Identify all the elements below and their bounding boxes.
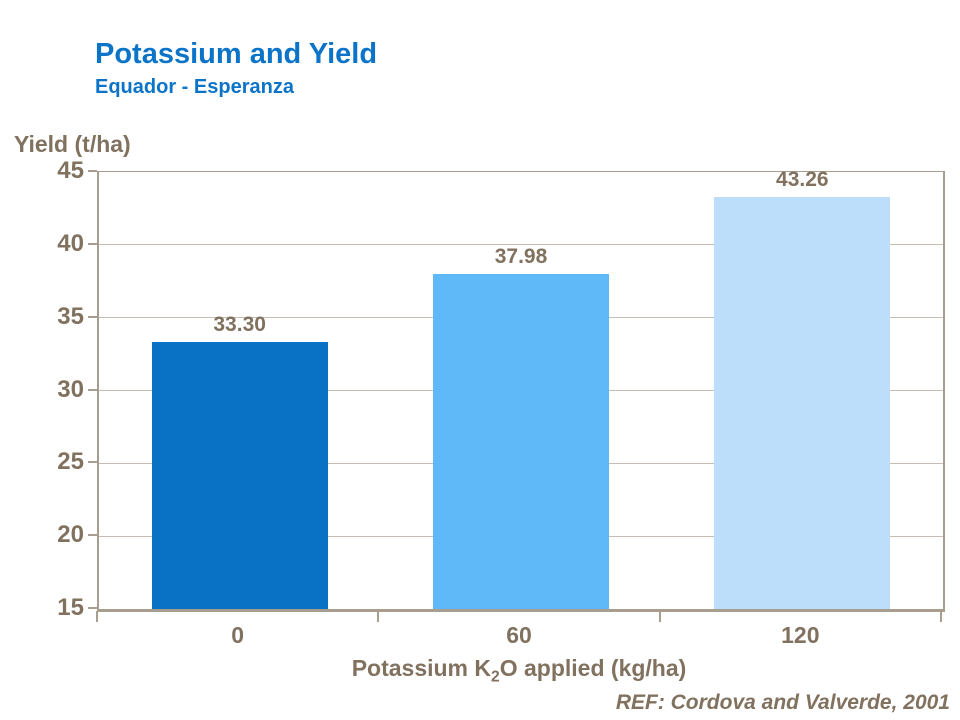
bar-value-label: 33.30 bbox=[213, 313, 266, 337]
x-tick-mark bbox=[96, 611, 98, 622]
x-category-label: 60 bbox=[506, 622, 532, 648]
x-axis-title-text-end: O applied (kg/ha) bbox=[499, 655, 687, 681]
bar-60 bbox=[433, 274, 609, 609]
chart-subtitle: Equador - Esperanza bbox=[95, 76, 294, 98]
x-axis-title-subscript: 2 bbox=[491, 668, 500, 686]
y-tick-mark bbox=[88, 242, 97, 245]
y-tick-label: 35 bbox=[57, 302, 84, 330]
y-tick-label: 25 bbox=[57, 448, 84, 476]
y-tick-label: 40 bbox=[57, 229, 84, 257]
x-category-label: 0 bbox=[231, 622, 245, 648]
y-tick-mark bbox=[88, 388, 97, 391]
reference-text: REF: Cordova and Valverde, 2001 bbox=[615, 691, 950, 714]
y-tick-label: 15 bbox=[57, 594, 84, 621]
y-tick-mark bbox=[88, 534, 97, 537]
bar-value-label: 37.98 bbox=[494, 245, 548, 269]
x-tick-mark bbox=[658, 611, 661, 622]
bar-0 bbox=[151, 342, 328, 609]
gridline bbox=[99, 244, 943, 246]
chart-title: Potassium and Yield bbox=[95, 38, 378, 70]
x-category-label: 120 bbox=[781, 622, 820, 648]
y-tick-label: 30 bbox=[57, 375, 84, 403]
y-tick-mark bbox=[88, 607, 97, 609]
x-tick-mark bbox=[377, 611, 380, 622]
y-tick-label: 20 bbox=[57, 521, 84, 549]
y-tick-label: 45 bbox=[57, 157, 84, 184]
bar-value-label: 43.26 bbox=[776, 168, 829, 192]
y-tick-mark bbox=[88, 315, 97, 318]
x-axis-title: Potassium K2O applied (kg/ha) bbox=[352, 655, 687, 687]
y-axis-title: Yield (t/ha) bbox=[14, 131, 131, 157]
bar-120 bbox=[714, 197, 891, 609]
x-axis-title-text: Potassium K bbox=[351, 655, 492, 681]
plot-area: 33.30 37.98 43.26 bbox=[97, 168, 945, 612]
y-tick-mark bbox=[88, 170, 97, 172]
y-tick-mark bbox=[88, 461, 97, 464]
x-tick-mark bbox=[940, 611, 942, 622]
